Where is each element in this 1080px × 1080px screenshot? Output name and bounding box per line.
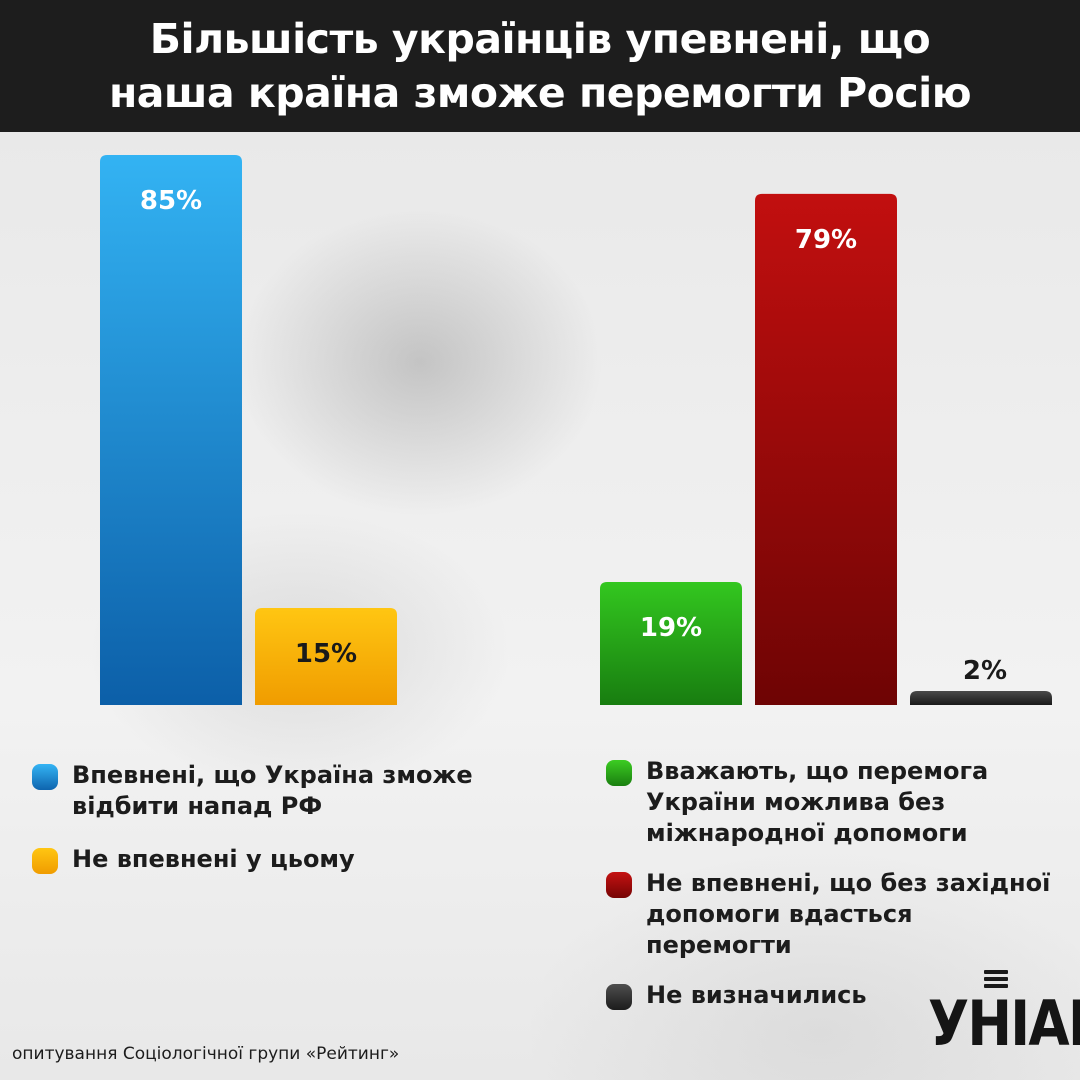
bar-value-label: 15% bbox=[295, 639, 357, 669]
title-line-2: наша країна зможе перемогти Росію bbox=[108, 69, 972, 117]
legend-swatch-blue bbox=[32, 764, 58, 790]
legend-label: відбити напад РФ bbox=[72, 792, 323, 820]
bar-value-label: 19% bbox=[640, 613, 702, 643]
bar-not-confident bbox=[255, 607, 397, 705]
bar-undecided bbox=[910, 691, 1052, 705]
legend-swatch-red bbox=[606, 872, 632, 898]
legend-item-confident: Впевнені, що Україна зможе відбити напад… bbox=[32, 760, 473, 822]
bar-confident bbox=[100, 155, 242, 705]
title-line-1: Більшість українців упевнені, що bbox=[149, 15, 931, 63]
unian-logo: УНІАН bbox=[928, 970, 1080, 1066]
logo-text: УНІАН bbox=[928, 987, 1080, 1060]
legend-item-undecided: Не визначились bbox=[606, 980, 867, 1011]
legend-label: Вважають, що перемога bbox=[646, 757, 989, 785]
legend-label: України можлива без bbox=[646, 788, 946, 816]
legend-label: перемогти bbox=[646, 931, 792, 959]
legend-label: Не впевнені, що без західної bbox=[646, 869, 1051, 897]
legend-item-need-western-help: Не впевнені, що без західної допомоги вд… bbox=[606, 868, 1050, 961]
bar-value-label: 2% bbox=[963, 656, 1007, 686]
legend-label: допомоги вдасться bbox=[646, 900, 913, 928]
legend-swatch-yellow bbox=[32, 848, 58, 874]
page-title: Більшість українців упевнені, що наша кр… bbox=[20, 12, 1060, 120]
logo-mark bbox=[984, 970, 1008, 991]
legend-label: міжнародної допомоги bbox=[646, 819, 968, 847]
legend-swatch-dark bbox=[606, 984, 632, 1010]
bar-without-help bbox=[600, 582, 742, 705]
legend-item-without-help: Вважають, що перемога України можлива бе… bbox=[606, 756, 988, 849]
legend-label: Не визначились bbox=[646, 981, 867, 1009]
bar-need-western-help bbox=[755, 193, 897, 705]
source-note: опитування Соціологічної групи «Рейтинг» bbox=[12, 1044, 400, 1064]
bar-value-label: 85% bbox=[140, 186, 202, 216]
legend-swatch-green bbox=[606, 760, 632, 786]
legend-label: Впевнені, що Україна зможе bbox=[72, 761, 473, 789]
legend-label: Не впевнені у цьому bbox=[72, 845, 355, 873]
bar-value-label: 79% bbox=[795, 225, 857, 255]
title-banner: Більшість українців упевнені, що наша кр… bbox=[0, 0, 1080, 132]
legend-item-not-confident: Не впевнені у цьому bbox=[32, 844, 355, 875]
